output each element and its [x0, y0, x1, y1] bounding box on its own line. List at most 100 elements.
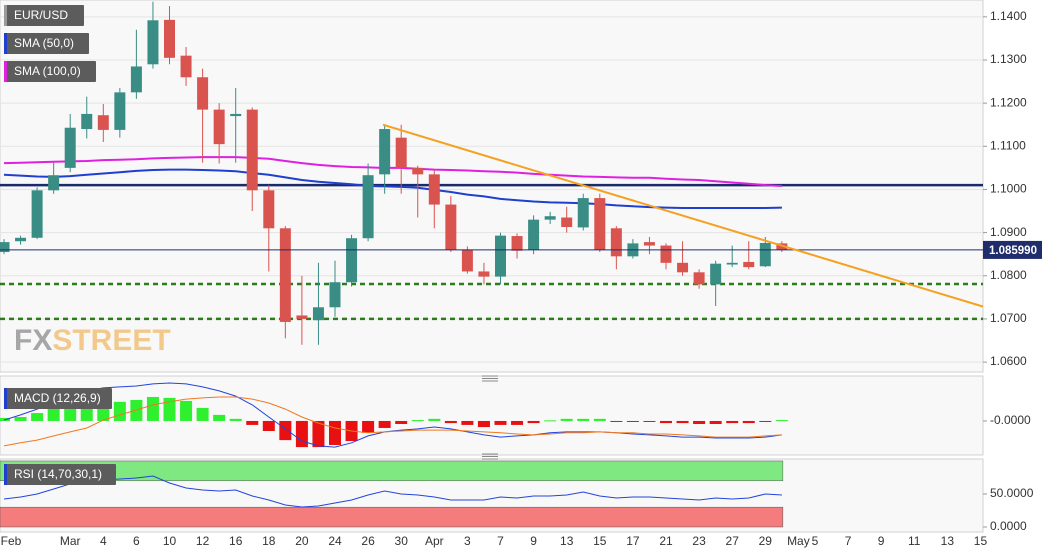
macd-histogram-bar — [395, 420, 408, 425]
x-tick-label: May — [787, 534, 810, 548]
candle-body — [48, 175, 60, 191]
panel-grip[interactable] — [482, 453, 498, 460]
macd-histogram-bar — [213, 414, 226, 421]
macd-histogram-bar — [477, 420, 490, 428]
macd-histogram-bar — [246, 420, 259, 425]
candle-body — [230, 113, 242, 117]
candle-body — [213, 109, 225, 145]
x-tick-label: 6 — [133, 534, 140, 548]
macd-plot — [0, 382, 788, 448]
macd-histogram-bar — [31, 413, 44, 421]
last-price-label: 1.085990 — [989, 245, 1037, 257]
x-tick-label: 7 — [497, 534, 504, 548]
macd-histogram-bar — [643, 420, 656, 422]
rsi-plot — [0, 460, 784, 528]
y-tick-label: 1.1100 — [990, 138, 1026, 152]
x-tick-label: 7 — [845, 534, 852, 548]
macd-histogram-bar — [411, 420, 424, 422]
macd-histogram-bar — [312, 420, 325, 448]
x-tick-label: 11 — [908, 534, 921, 548]
macd-histogram-bar — [229, 418, 242, 421]
candle-body — [246, 109, 258, 191]
macd-line — [3, 396, 782, 447]
macd-histogram-bar — [544, 420, 557, 422]
x-tick-label: 18 — [262, 534, 276, 548]
candle-body — [130, 66, 142, 93]
sma-line — [3, 156, 782, 187]
candle-body — [478, 271, 490, 277]
candle-body — [445, 204, 457, 250]
candle-body — [64, 127, 76, 168]
macd-histogram-bar — [444, 420, 457, 424]
candle-body — [412, 167, 424, 175]
candle-body — [461, 249, 473, 272]
candle-body — [296, 315, 308, 319]
legend: EUR/USD SMA (50,0) SMA (100,0) MACD (12,26,… — [4, 5, 116, 485]
y-tick-label: 1.0800 — [990, 268, 1027, 282]
y-tick-label: 50.0000 — [990, 486, 1034, 500]
candle-body — [759, 242, 771, 267]
legend-swatch — [4, 61, 7, 82]
macd-histogram-bar — [295, 420, 308, 448]
macd-histogram-bar — [693, 420, 706, 425]
legend-swatch — [4, 33, 7, 54]
candle-body — [610, 228, 622, 257]
x-tick-label: 4 — [100, 534, 107, 548]
panel-grip[interactable] — [482, 375, 498, 382]
macd-histogram-bar — [577, 418, 590, 421]
y-tick-label: 1.1400 — [990, 9, 1027, 23]
candle-body — [677, 262, 689, 273]
trend-line — [382, 123, 983, 308]
rsi-line — [3, 475, 782, 508]
x-tick-label: Feb — [1, 534, 22, 548]
candle-body — [710, 263, 722, 285]
watermark: FXSTREET — [14, 324, 171, 357]
y-tick-label: 1.0600 — [990, 354, 1027, 368]
watermark-fx: FX — [14, 324, 52, 357]
legend-box — [4, 61, 96, 82]
candle-body — [395, 137, 407, 168]
macd-histogram-bar — [660, 420, 672, 424]
y-tick-label: 1.1300 — [990, 52, 1027, 66]
x-tick-label: 9 — [878, 534, 885, 548]
x-tick-label: 3 — [464, 534, 471, 548]
macd-histogram-bar — [742, 420, 755, 424]
macd-histogram-bar — [593, 418, 606, 421]
macd-histogram-bar — [196, 407, 209, 421]
x-tick-label: 21 — [659, 534, 673, 548]
x-tick-label: Apr — [425, 534, 444, 548]
watermark-street: STREET — [52, 324, 170, 357]
macd-histogram-bar — [47, 407, 60, 421]
candle-body — [528, 219, 540, 250]
candle-body — [346, 238, 358, 283]
candle-body — [660, 245, 672, 263]
candle-body — [312, 307, 324, 321]
candle-body — [164, 19, 175, 58]
x-tick-label: 23 — [692, 534, 706, 548]
x-tick-label: 16 — [229, 534, 243, 548]
legend-label: SMA (100,0) — [14, 64, 81, 78]
macd-histogram-bar — [759, 420, 772, 422]
x-tick-label: 24 — [328, 534, 342, 548]
legend-label: RSI (14,70,30,1) — [14, 467, 102, 481]
candle-body — [147, 20, 159, 65]
candle-body — [329, 282, 341, 308]
macd-histogram-bar — [626, 420, 639, 422]
macd-histogram-bar — [527, 420, 540, 424]
candle-body — [197, 77, 209, 110]
x-tick-label: 17 — [626, 534, 640, 548]
candle-body — [379, 129, 391, 175]
candle-body — [97, 115, 109, 130]
candle-body — [561, 217, 573, 227]
y-tick-label: 1.1200 — [990, 95, 1027, 109]
x-tick-label: 10 — [163, 534, 177, 548]
y-tick-label: 1.0900 — [990, 225, 1027, 239]
x-tick-label: 26 — [361, 534, 375, 548]
legend-swatch — [4, 464, 7, 485]
y-tick-label: 1.1000 — [990, 182, 1027, 196]
rsi-band — [0, 506, 784, 528]
candle-body — [495, 235, 506, 277]
legend-box — [4, 5, 84, 26]
